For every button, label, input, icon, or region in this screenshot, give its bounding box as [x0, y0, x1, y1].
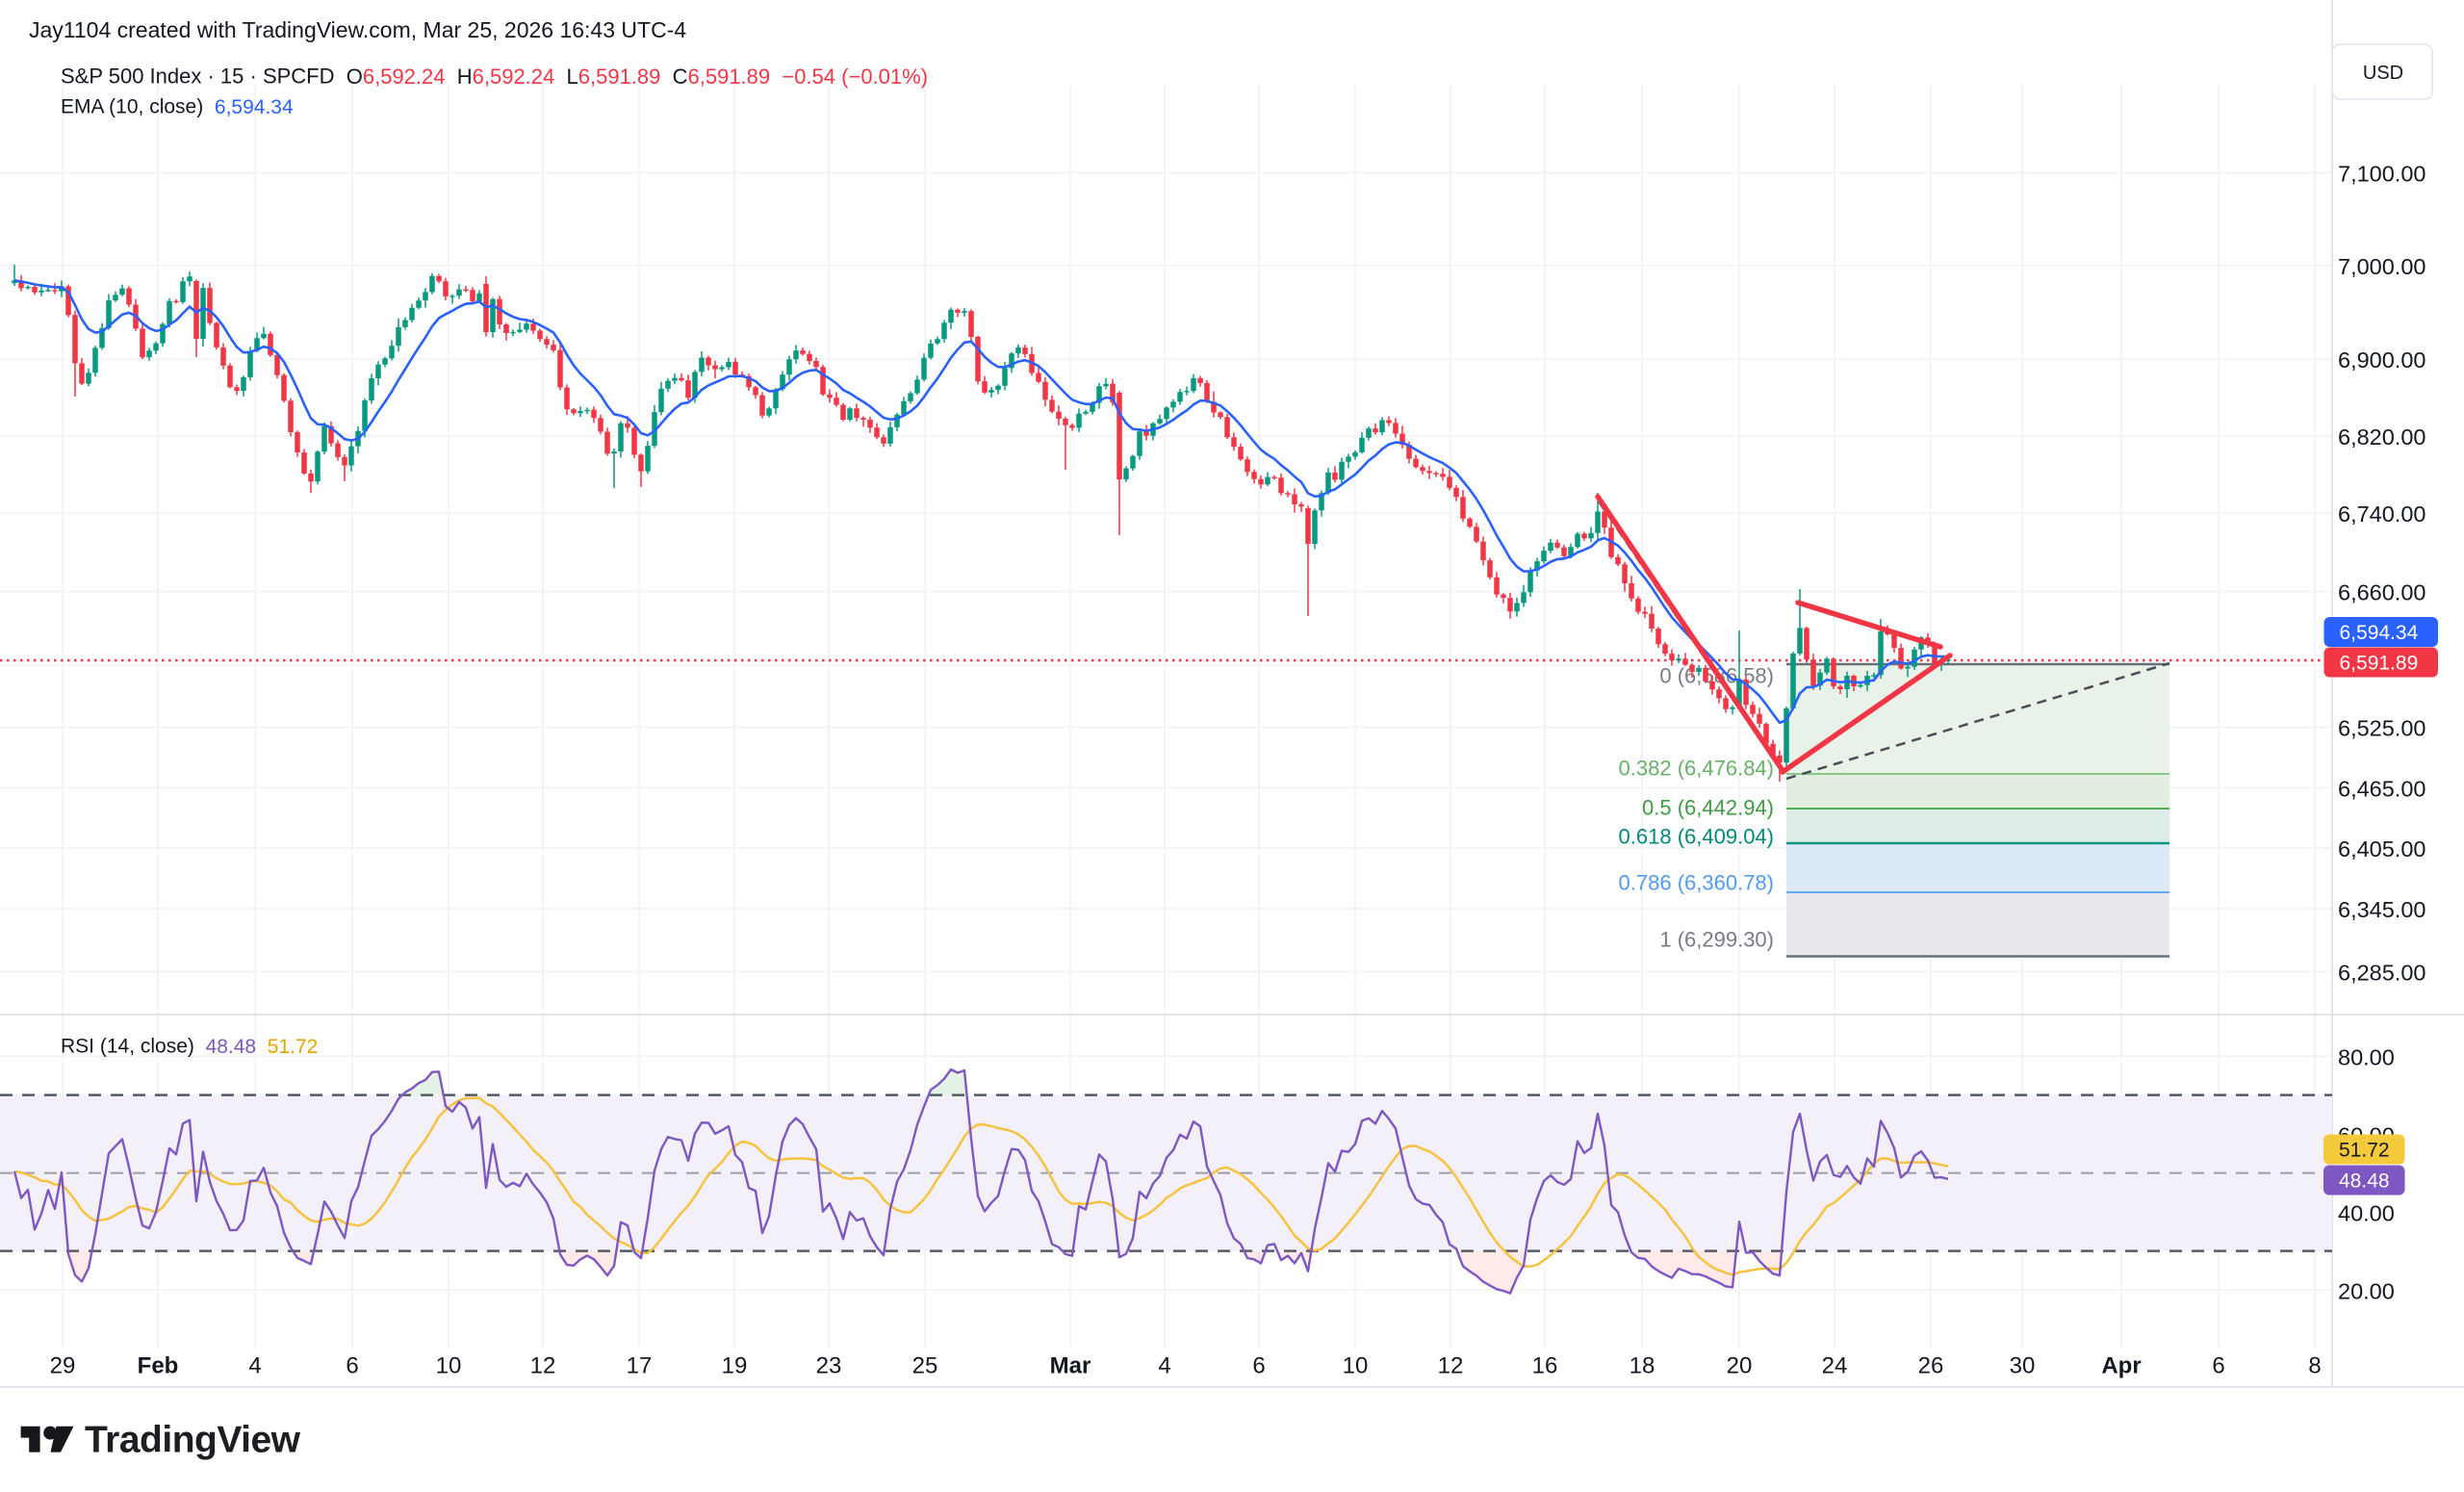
svg-text:6,591.89: 6,591.89	[2340, 653, 2419, 675]
svg-text:6,405.00: 6,405.00	[2338, 836, 2426, 862]
svg-text:8: 8	[2308, 1353, 2321, 1379]
svg-text:TradingView: TradingView	[85, 1420, 301, 1461]
svg-text:EMA (10, close) 6,594.34: EMA (10, close) 6,594.34	[61, 96, 294, 118]
svg-text:S&P 500 Index · 15 · SPCFD O6: S&P 500 Index · 15 · SPCFD O6,592.24 H6,…	[61, 64, 928, 89]
svg-text:7,000.00: 7,000.00	[2338, 254, 2426, 279]
svg-text:48.48: 48.48	[2339, 1170, 2390, 1193]
svg-text:0.786 (6,360.78): 0.786 (6,360.78)	[1619, 871, 1774, 895]
svg-text:Apr: Apr	[2101, 1353, 2141, 1379]
svg-text:USD: USD	[2363, 63, 2403, 84]
svg-text:18: 18	[1630, 1353, 1656, 1379]
svg-text:16: 16	[1532, 1353, 1558, 1379]
svg-text:6: 6	[2212, 1353, 2224, 1379]
svg-text:19: 19	[722, 1353, 748, 1379]
svg-text:20: 20	[1727, 1353, 1753, 1379]
svg-text:30: 30	[2010, 1353, 2036, 1379]
svg-text:80.00: 80.00	[2338, 1044, 2395, 1069]
svg-text:6,820.00: 6,820.00	[2338, 424, 2426, 450]
svg-text:6,525.00: 6,525.00	[2338, 716, 2426, 741]
svg-text:6: 6	[346, 1353, 358, 1379]
svg-text:6,900.00: 6,900.00	[2338, 347, 2426, 373]
svg-text:4: 4	[248, 1353, 261, 1379]
svg-text:17: 17	[627, 1353, 653, 1379]
svg-text:0.618 (6,409.04): 0.618 (6,409.04)	[1619, 825, 1774, 849]
svg-text:29: 29	[50, 1353, 76, 1379]
svg-text:RSI (14, close) 48.48 51.72: RSI (14, close) 48.48 51.72	[61, 1036, 318, 1058]
svg-text:40.00: 40.00	[2338, 1200, 2395, 1225]
svg-text:0.5 (6,442.94): 0.5 (6,442.94)	[1642, 796, 1774, 820]
svg-text:Feb: Feb	[138, 1353, 179, 1379]
svg-text:4: 4	[1158, 1353, 1170, 1379]
svg-text:12: 12	[530, 1353, 556, 1379]
svg-text:51.72: 51.72	[2339, 1140, 2390, 1162]
svg-text:6,465.00: 6,465.00	[2338, 777, 2426, 802]
svg-text:10: 10	[436, 1353, 462, 1379]
svg-text:6,285.00: 6,285.00	[2338, 961, 2426, 986]
svg-text:6,740.00: 6,740.00	[2338, 502, 2426, 527]
svg-text:Jay1104 created with TradingVi: Jay1104 created with TradingView.com, Ma…	[29, 17, 686, 42]
svg-text:6: 6	[1252, 1353, 1265, 1379]
svg-text:Mar: Mar	[1050, 1353, 1091, 1379]
svg-text:7,100.00: 7,100.00	[2338, 162, 2426, 187]
svg-text:20.00: 20.00	[2338, 1278, 2395, 1303]
svg-text:24: 24	[1822, 1353, 1848, 1379]
svg-text:10: 10	[1343, 1353, 1369, 1379]
svg-text:6,594.34: 6,594.34	[2340, 622, 2419, 644]
svg-text:6,345.00: 6,345.00	[2338, 897, 2426, 922]
svg-text:6,660.00: 6,660.00	[2338, 580, 2426, 605]
svg-text:26: 26	[1918, 1353, 1944, 1379]
svg-text:12: 12	[1438, 1353, 1464, 1379]
svg-text:25: 25	[912, 1353, 938, 1379]
svg-text:0.382 (6,476.84): 0.382 (6,476.84)	[1619, 757, 1774, 781]
svg-text:1 (6,299.30): 1 (6,299.30)	[1659, 928, 1774, 952]
svg-text:23: 23	[816, 1353, 842, 1379]
